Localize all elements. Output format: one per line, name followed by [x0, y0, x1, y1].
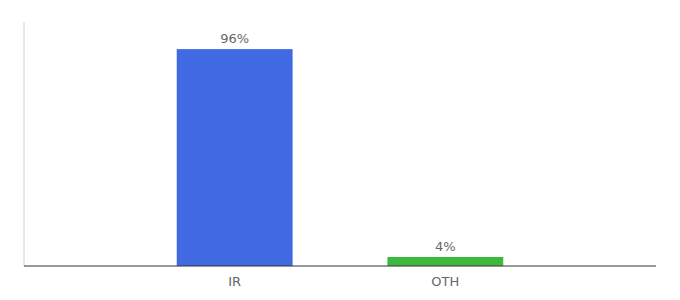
bars [177, 49, 504, 266]
chart-container: IR OTH 96% 4% [0, 0, 680, 300]
x-tick-label: OTH [431, 274, 459, 289]
bar [177, 49, 293, 266]
x-axis-line [24, 265, 656, 266]
data-label: 96% [220, 31, 249, 46]
x-tick-label: IR [228, 274, 241, 289]
chart: IR OTH 96% 4% [0, 0, 680, 300]
bar [387, 257, 503, 266]
data-label: 4% [435, 239, 456, 254]
y-axis-line [24, 22, 25, 266]
